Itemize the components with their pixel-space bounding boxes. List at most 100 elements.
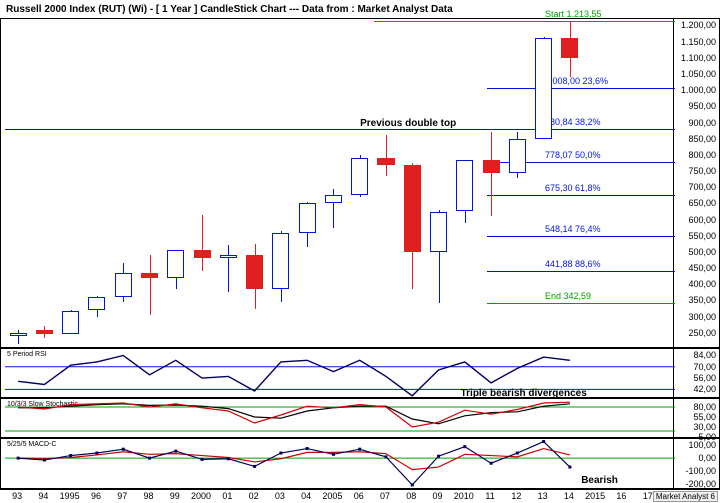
x-tick: 93 xyxy=(12,491,22,501)
candle-body xyxy=(36,330,53,335)
x-axis: 93 94 1995 96 97 98 99 2000 01 02 03 04 2005 06 07 08 09… xyxy=(0,489,720,503)
fib-label: 548,14 76,4% xyxy=(545,224,601,234)
candle-body xyxy=(430,212,447,252)
y-tick: 1.050,00 xyxy=(681,69,716,79)
x-tick: 13 xyxy=(538,491,548,501)
candle-body xyxy=(272,233,289,290)
x-tick: 12 xyxy=(511,491,521,501)
y-tick: 84,00 xyxy=(693,350,716,360)
x-tick: 2015 xyxy=(585,491,605,501)
y-tick: 70,00 xyxy=(693,362,716,372)
x-tick: 99 xyxy=(170,491,180,501)
y-tick: -200,00 xyxy=(685,479,716,489)
y-tick: 950,00 xyxy=(688,101,716,111)
fib-label: 778,07 50,0% xyxy=(545,150,601,160)
y-tick: 800,00 xyxy=(688,150,716,160)
macd-panel: -200,00-100,000,00100,005/25/5 MACD-CBea… xyxy=(0,438,720,489)
x-tick: 14 xyxy=(564,491,574,501)
fib-label: End 342,59 xyxy=(545,291,591,301)
y-tick: 550,00 xyxy=(688,231,716,241)
y-tick: 80,00 xyxy=(693,402,716,412)
x-tick: 08 xyxy=(406,491,416,501)
chart-title: Russell 2000 Index (RUT) (Wi) - [ 1 Year… xyxy=(6,4,453,15)
fib-label: 441,88 88,6% xyxy=(545,259,601,269)
fib-label: 1.008,00 23,6% xyxy=(545,76,608,86)
x-tick: 2010 xyxy=(454,491,474,501)
candle-body xyxy=(509,139,526,173)
annotation: Bearish xyxy=(581,475,618,486)
fib-label: 880,84 38,2% xyxy=(545,117,601,127)
candle-body xyxy=(220,255,237,258)
candle-body xyxy=(483,160,500,173)
fib-line xyxy=(487,88,675,89)
fib-line xyxy=(487,303,675,304)
candle-wick xyxy=(202,215,203,271)
y-tick: 900,00 xyxy=(688,118,716,128)
x-tick: 2005 xyxy=(322,491,342,501)
y-tick: 55,00 xyxy=(693,412,716,422)
fib-line xyxy=(487,236,675,237)
fib-line xyxy=(487,271,675,272)
candle-body xyxy=(456,160,473,212)
x-tick: 07 xyxy=(380,491,390,501)
candle-body xyxy=(88,297,105,310)
fib-line xyxy=(487,195,675,196)
watermark: Market Analyst 6 xyxy=(653,491,718,502)
candle-wick xyxy=(150,255,151,315)
candle-body xyxy=(351,158,368,195)
x-tick: 11 xyxy=(485,491,494,501)
x-tick: 2000 xyxy=(191,491,211,501)
y-tick: 350,00 xyxy=(688,295,716,305)
y-tick: 650,00 xyxy=(688,198,716,208)
y-tick: 0,00 xyxy=(698,453,716,463)
candle-body xyxy=(535,38,552,138)
y-tick: 500,00 xyxy=(688,247,716,257)
x-tick: 98 xyxy=(143,491,153,501)
candle-body xyxy=(167,250,184,278)
candle-body xyxy=(377,158,394,164)
x-tick: 17 xyxy=(643,491,653,501)
candle-wick xyxy=(18,330,19,345)
x-tick: 96 xyxy=(91,491,101,501)
candle-body xyxy=(404,165,421,252)
fib-label: Start 1.213,55 xyxy=(545,9,602,19)
x-tick: 16 xyxy=(616,491,626,501)
x-tick: 94 xyxy=(38,491,48,501)
fib-line xyxy=(5,129,675,130)
candle-wick xyxy=(386,135,387,175)
y-tick: 42,00 xyxy=(693,384,716,394)
y-tick: 56,00 xyxy=(693,373,716,383)
y-tick: 700,00 xyxy=(688,182,716,192)
x-tick: 97 xyxy=(117,491,127,501)
candle-body xyxy=(62,311,79,335)
x-tick: 09 xyxy=(433,491,443,501)
candle-body xyxy=(299,203,316,232)
candle-body xyxy=(10,333,27,336)
x-tick: 1995 xyxy=(60,491,80,501)
indicator-plot xyxy=(1,439,675,490)
candle-body xyxy=(141,273,158,278)
candle-body xyxy=(246,255,263,289)
y-tick: 1.150,00 xyxy=(681,37,716,47)
fib-label: 675,30 61,8% xyxy=(545,183,601,193)
candle-body xyxy=(561,38,578,57)
indicator-plot xyxy=(1,399,675,439)
y-tick: 850,00 xyxy=(688,134,716,144)
x-tick: 06 xyxy=(354,491,364,501)
candle-body xyxy=(115,273,132,297)
y-tick: 30,00 xyxy=(693,422,716,432)
y-tick: 100,00 xyxy=(688,440,716,450)
candle-body xyxy=(325,195,342,203)
y-tick: 300,00 xyxy=(688,312,716,322)
main-price-panel: 250,00 300,00 350,00 400,00 450,00 500,00 550,… xyxy=(0,18,720,348)
x-tick: 01 xyxy=(222,491,232,501)
x-tick: 02 xyxy=(249,491,259,501)
y-tick: 250,00 xyxy=(688,328,716,338)
y-tick: 450,00 xyxy=(688,263,716,273)
y-tick: 1.100,00 xyxy=(681,53,716,63)
x-tick: 03 xyxy=(275,491,285,501)
y-tick: 400,00 xyxy=(688,279,716,289)
y-tick: 1.000,00 xyxy=(681,85,716,95)
x-tick: 04 xyxy=(301,491,311,501)
fib-line xyxy=(374,21,676,22)
